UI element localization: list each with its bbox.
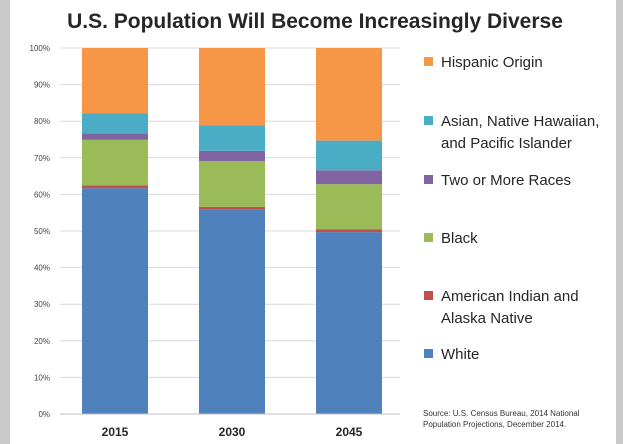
bar-segment [316,232,382,414]
legend-item: Hispanic Origin [424,52,623,74]
y-tick-label: 80% [34,117,50,126]
x-tick-label: 2015 [102,425,129,439]
y-tick-label: 100% [30,44,50,53]
bar-segment [199,209,265,414]
legend-item: Black [424,228,623,250]
legend-swatch [424,175,433,184]
y-tick-label: 50% [34,227,50,236]
bar-segment [82,185,148,189]
y-tick-label: 0% [38,410,50,419]
legend-swatch [424,291,433,300]
bar-segment [199,206,265,210]
legend-label: White [441,346,480,363]
legend-swatch [424,349,433,358]
y-tick-label: 90% [34,81,50,90]
source-note: Source: U.S. Census Bureau, 2014 Nationa… [423,409,580,429]
bar-segment [316,140,382,171]
x-tick-label: 2030 [219,425,246,439]
legend-swatch [424,57,433,66]
y-tick-label: 30% [34,300,50,309]
legend-label: Asian, Native Hawaiian, and Pacific Isla… [441,113,600,152]
legend-swatch [424,233,433,242]
bar-segment [316,48,382,141]
bar-segment [316,229,382,233]
bar-segment [199,150,265,162]
legend-item: Two or More Races [424,170,623,192]
bar-segment [199,48,265,126]
y-tick-label: 70% [34,154,50,163]
legend-swatch [424,116,433,125]
bar-segment [82,113,148,134]
bar-segment [82,139,148,186]
legend-label: Hispanic Origin [441,54,543,71]
bar-segment [199,161,265,207]
legend-label: Two or More Races [441,172,572,189]
bar-segment [316,170,382,185]
legend-item: Asian, Native Hawaiian, and Pacific Isla… [424,111,623,155]
bar-segment [199,125,265,151]
legend-item: American Indian and Alaska Native [424,286,623,330]
y-tick-label: 20% [34,337,50,346]
bar-segment [82,48,148,114]
chart-title: U.S. Population Will Become Increasingly… [67,10,563,33]
bar-segment [82,133,148,140]
bar-segment [316,184,382,230]
bar-segment [82,188,148,414]
y-tick-label: 40% [34,264,50,273]
legend-label: American Indian and Alaska Native [441,288,579,327]
x-tick-label: 2045 [336,425,363,439]
y-tick-label: 10% [34,373,50,382]
legend-item: White [424,344,623,366]
y-tick-label: 60% [34,190,50,199]
legend-label: Black [441,230,478,247]
